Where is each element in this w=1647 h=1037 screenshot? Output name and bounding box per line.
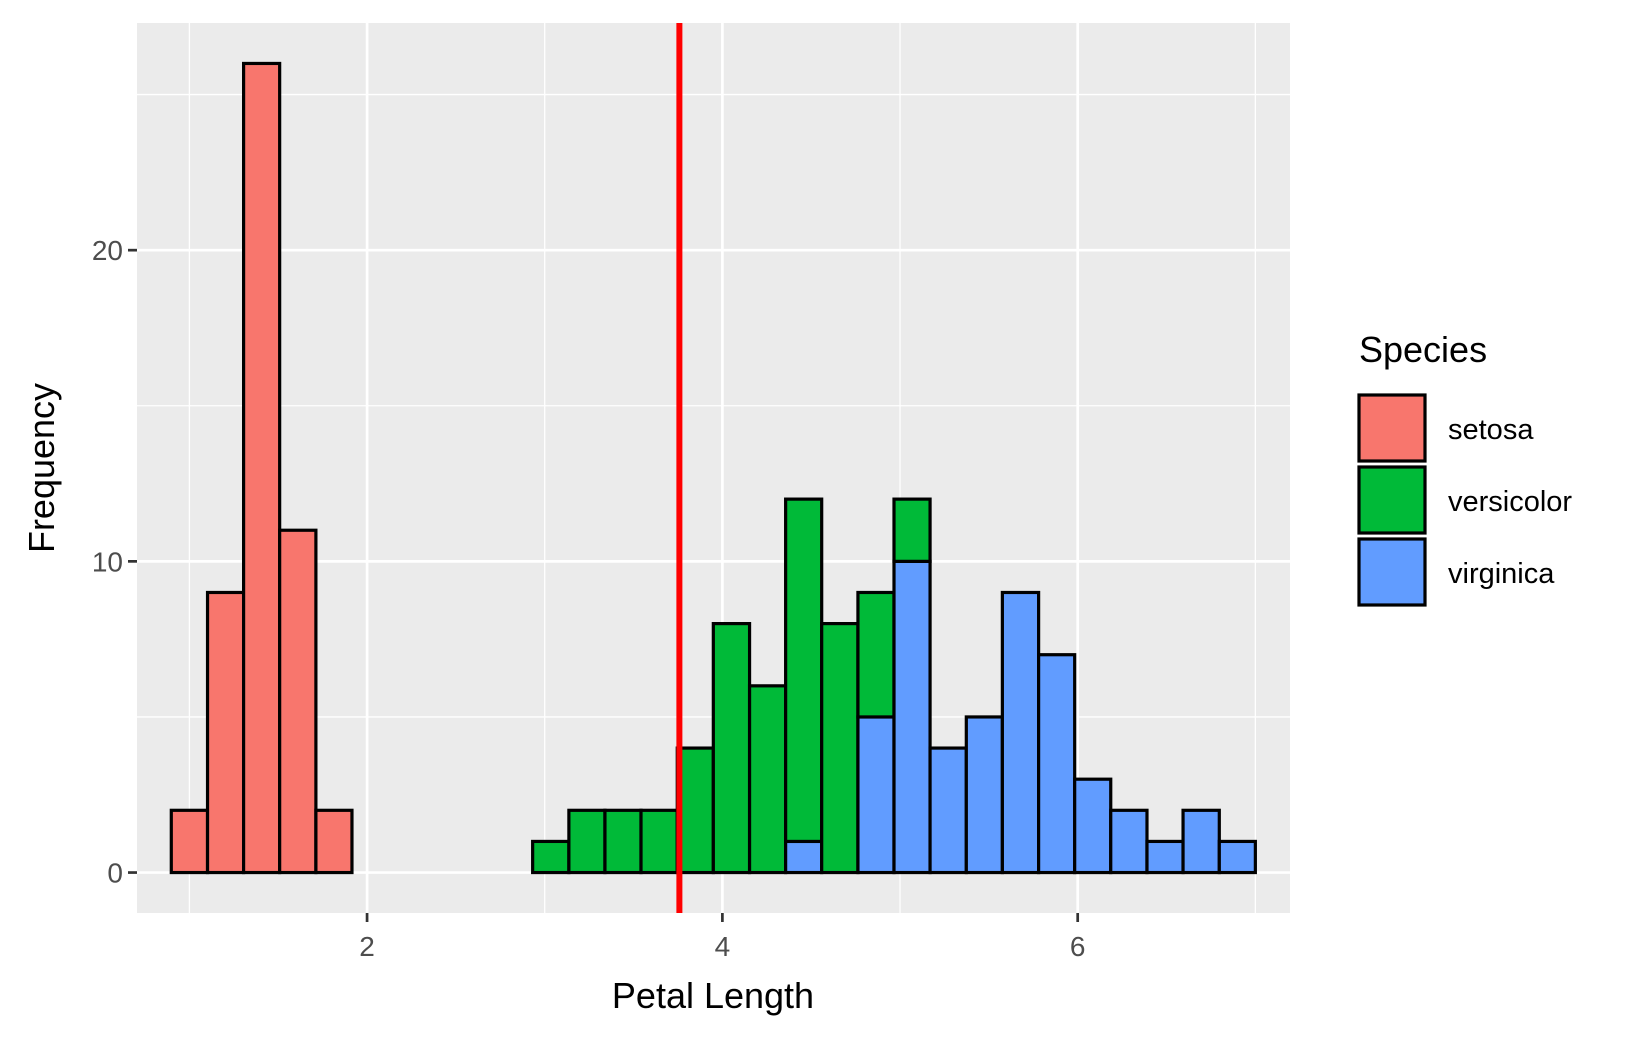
y-tick-label: 0 [107,858,123,889]
legend-label-setosa: setosa [1448,414,1534,446]
histogram-bar-versicolor [531,839,571,875]
histogram-bar-virginica [1000,590,1041,875]
y-axis-title: Frequency [21,383,62,553]
x-axis-title: Petal Length [612,975,814,1016]
histogram-bar-versicolor [639,808,679,875]
histogram-bar-virginica [1145,839,1185,875]
histogram-bar-versicolor [856,590,896,719]
histogram-bar-setosa [314,808,354,875]
minor-grid-lines [137,23,1290,913]
legend-title: Species [1359,329,1487,370]
legend-key-virginica [1357,537,1427,607]
legend-key-setosa [1357,393,1427,463]
histogram-bar-versicolor [675,746,715,875]
x-tick-label: 4 [715,931,731,962]
histogram-bar-versicolor [892,497,932,563]
histogram-bar-versicolor [747,684,788,875]
histogram-bar-virginica [1109,808,1149,875]
histogram-bar-setosa [205,590,246,875]
histogram-bar-versicolor [567,808,607,875]
histogram-bar-versicolor [711,621,752,875]
x-tick-label: 6 [1070,931,1086,962]
x-tick-label: 2 [359,931,375,962]
legend-key-versicolor [1357,465,1427,535]
histogram-bars [169,61,1257,875]
histogram-bar-virginica [1037,653,1077,875]
legend-label-virginica: virginica [1448,558,1555,590]
histogram-bar-virginica [784,839,824,875]
histogram-bar-versicolor [820,621,860,875]
y-tick-label: 20 [92,235,123,266]
histogram-bar-virginica [1073,777,1113,875]
histogram-bar-virginica [928,746,968,875]
histogram-bar-virginica [964,715,1004,875]
legend-keys: setosa versicolor virginica [1357,393,1572,607]
histogram-bar-setosa [169,808,210,875]
y-tick-label: 10 [92,546,123,577]
legend: Species setosa versicolor virginica [1357,329,1572,607]
histogram-bar-virginica [1217,839,1257,875]
histogram-bar-setosa [278,528,318,875]
histogram-bar-virginica [1181,808,1221,875]
histogram-bar-virginica [892,559,932,875]
y-axis: 0 10 20 [92,235,137,889]
histogram-bar-versicolor [784,497,824,844]
histogram-bar-virginica [856,715,896,875]
histogram-bar-setosa [241,61,282,875]
x-axis: 2 4 6 [359,913,1085,962]
legend-label-versicolor: versicolor [1448,486,1572,518]
histogram-bar-versicolor [603,808,643,875]
